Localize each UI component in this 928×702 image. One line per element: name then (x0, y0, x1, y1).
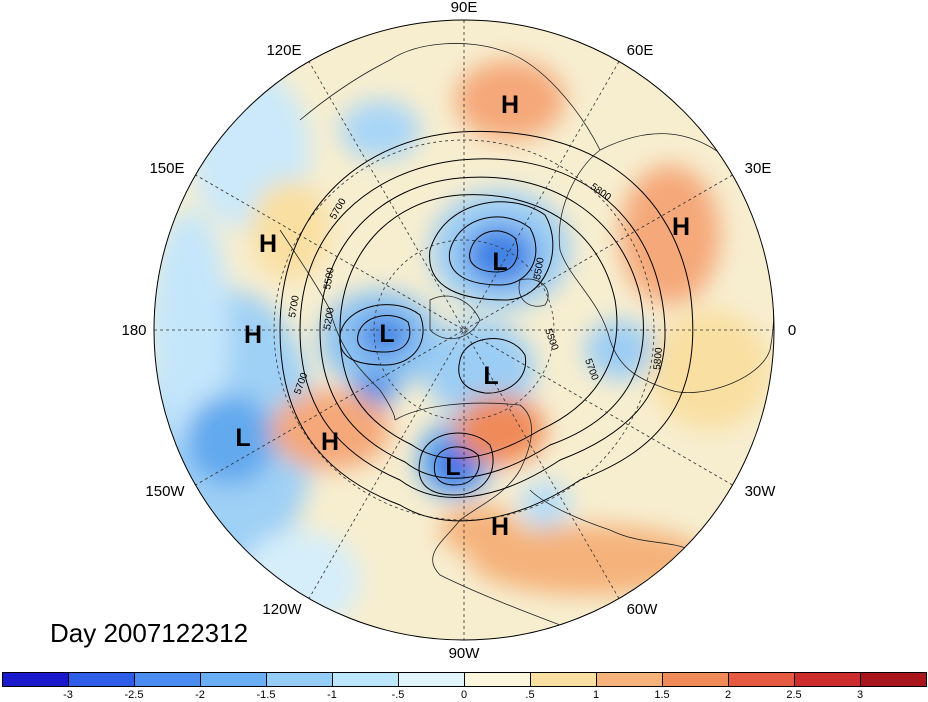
contour-label: 5200 (322, 306, 337, 330)
colorbar-tick-label: 2.5 (786, 689, 802, 701)
colorbar-segment (398, 672, 465, 687)
polar-stereographic-map: 90E 60E 30E 0 30W 60W 90W 120W 150W 180 … (121, 0, 796, 662)
coastlines (279, 43, 774, 637)
high-pressure-marker: H (244, 321, 262, 349)
colorbar-segment (332, 672, 399, 687)
colorbar-segment (68, 672, 135, 687)
lon-label-180: 180 (121, 322, 146, 339)
high-pressure-marker: H (672, 213, 690, 241)
lon-label-90e: 90E (451, 0, 478, 16)
lon-label-120e: 120E (266, 42, 301, 59)
colorbar-tick-label: -.5 (391, 689, 405, 701)
colorbar-segment (794, 672, 861, 687)
map-title: Day 2007122312 (50, 618, 249, 648)
high-pressure-marker: H (501, 91, 519, 119)
contour-label: 5700 (287, 294, 302, 318)
height-contours (279, 130, 694, 522)
colorbar-segment (596, 672, 663, 687)
lon-label-120w: 120W (262, 601, 302, 618)
colorbar-tick-label: -2.5 (124, 689, 144, 701)
colorbar-tick-label: -1.5 (256, 689, 276, 701)
contour-label: 5500 (532, 256, 547, 280)
low-pressure-marker: L (235, 424, 250, 452)
colorbar-segment (530, 672, 597, 687)
low-pressure-marker: L (379, 320, 394, 348)
colorbar-segment (266, 672, 333, 687)
low-pressure-marker: L (483, 362, 498, 390)
low-pressure-marker: L (445, 453, 460, 481)
colorbar-tick-label: 0 (460, 689, 468, 701)
colorbar-tick-label: -3 (63, 689, 73, 701)
lon-label-30w: 30W (745, 483, 777, 500)
contour-label: 5500 (322, 266, 337, 290)
colorbar-segment (728, 672, 795, 687)
colorbar-tick-label: 1 (592, 689, 600, 701)
colorbar-segment (662, 672, 729, 687)
lon-label-30e: 30E (745, 160, 772, 177)
colorbar-segment (860, 672, 927, 687)
colorbar-segment (464, 672, 531, 687)
graticule (154, 20, 774, 640)
lon-label-0: 0 (788, 322, 796, 339)
colorbar-tick-label: -1 (327, 689, 337, 701)
lon-label-60e: 60E (627, 42, 654, 59)
colorbar-segment (134, 672, 201, 687)
colorbar-segment (200, 672, 267, 687)
lon-label-60w: 60W (627, 601, 659, 618)
pressure-centers: H H H H H H L L L L L (235, 91, 690, 541)
contour-label: 5800 (652, 347, 665, 371)
lon-label-150w: 150W (145, 483, 185, 500)
lon-label-150e: 150E (149, 160, 184, 177)
colorbar-tick-label: 1.5 (654, 689, 670, 701)
high-pressure-marker: H (259, 230, 277, 258)
colorbar-segment (2, 672, 69, 687)
longitude-labels: 90E 60E 30E 0 30W 60W 90W 120W 150W 180 … (121, 0, 796, 662)
lon-label-90w: 90W (449, 645, 481, 662)
high-pressure-marker: H (491, 513, 509, 541)
high-pressure-marker: H (321, 428, 339, 456)
colorbar: -3 -2.5 -2 -1.5 -1 -.5 0 .5 1 1.5 2 2.5 3 (0, 672, 928, 702)
low-pressure-marker: L (492, 248, 507, 276)
colorbar-tick-label: 3 (856, 689, 864, 701)
colorbar-tick-label: .5 (525, 689, 535, 701)
colorbar-tick-label: -2 (195, 689, 205, 701)
map-boundary (153, 19, 775, 641)
colorbar-tick-label: 2 (724, 689, 732, 701)
